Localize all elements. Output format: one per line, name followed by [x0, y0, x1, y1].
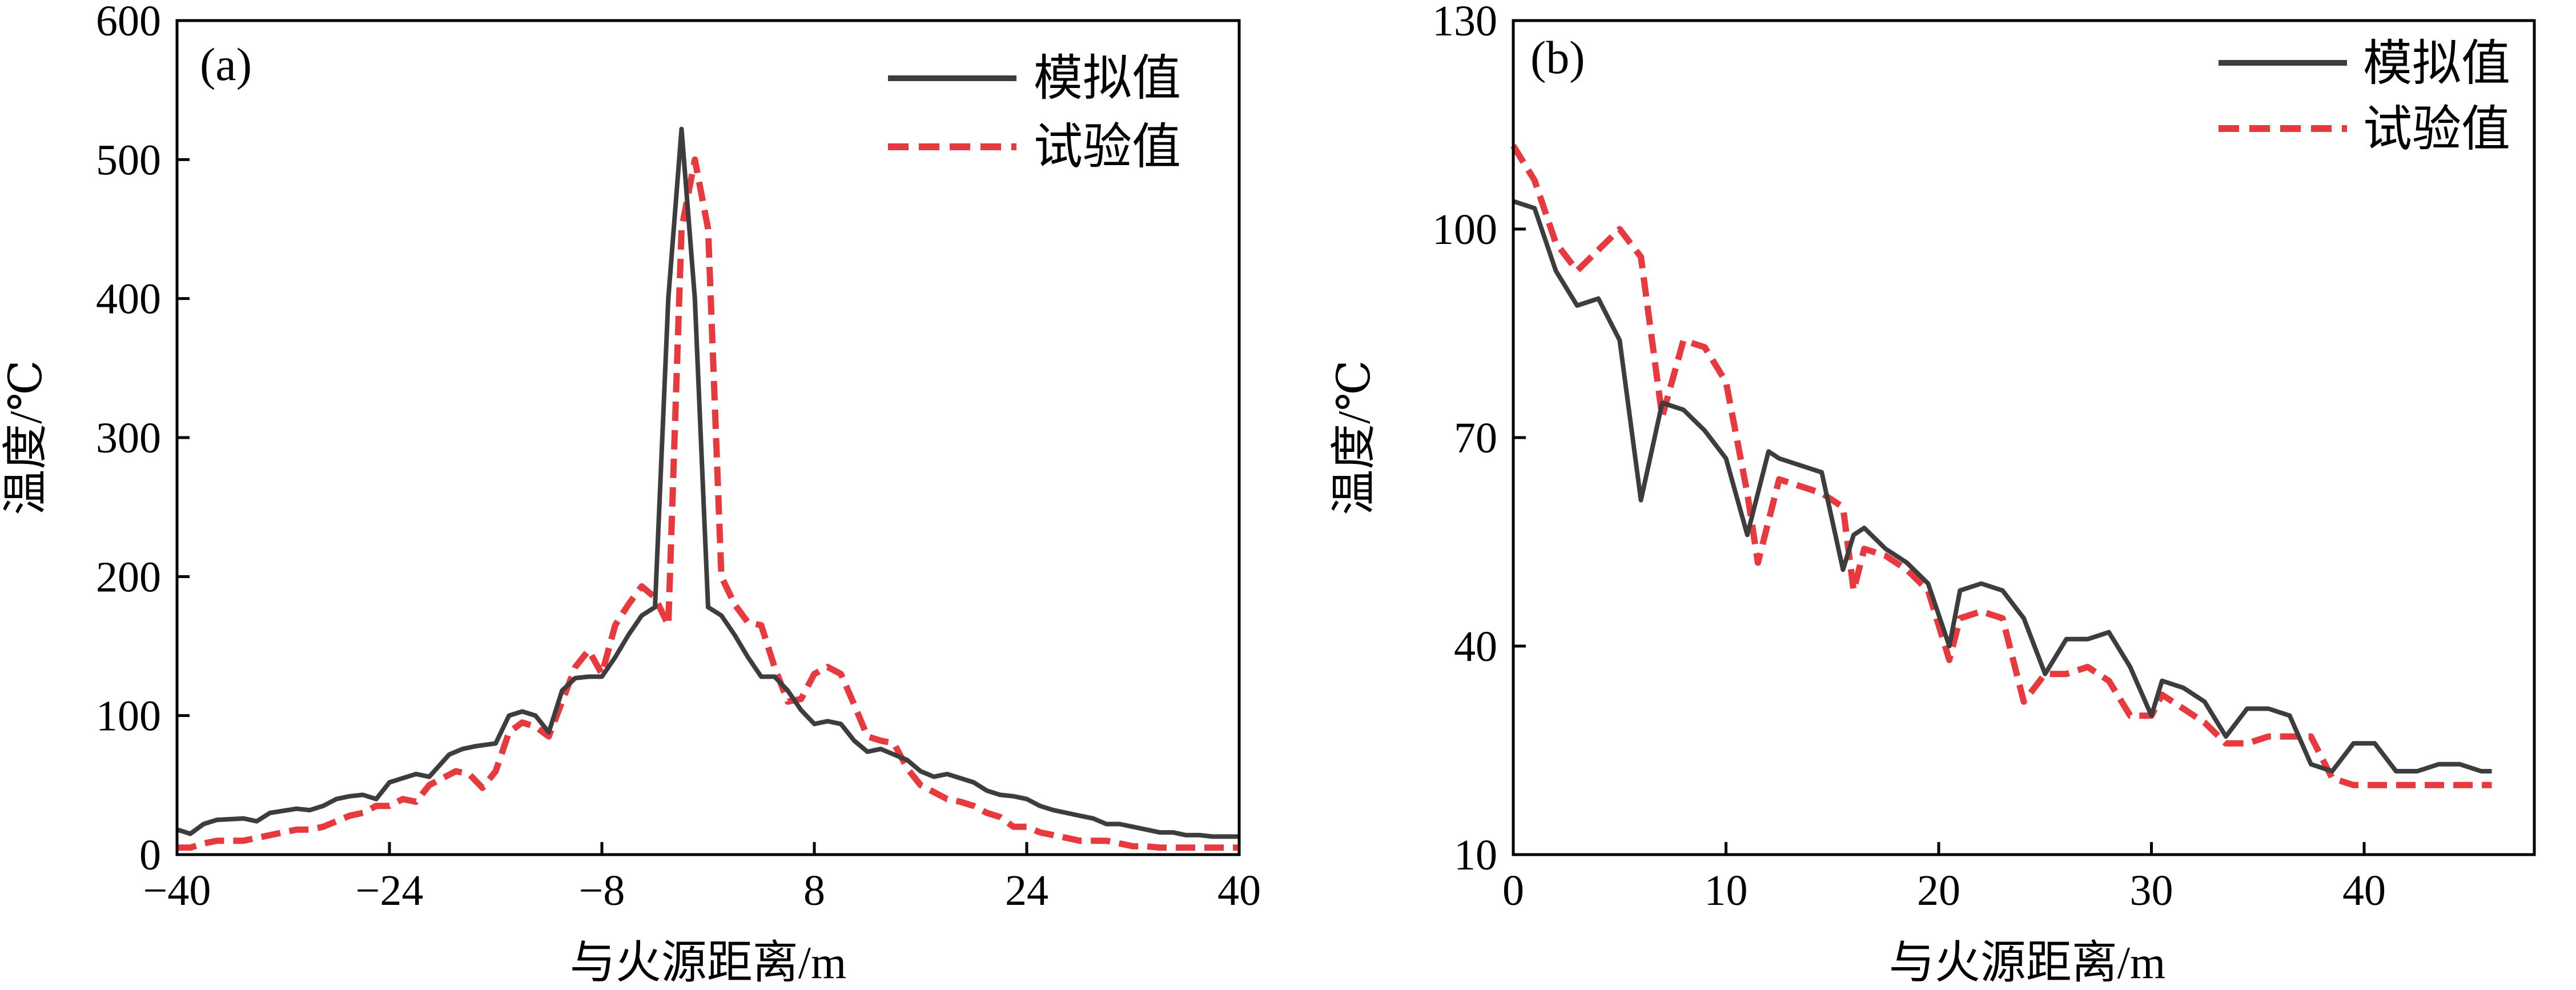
y-tick-label-a-6: 600: [96, 0, 161, 45]
y-tick-label-b-0: 10: [1454, 831, 1497, 879]
legend-b: 模拟值 试验值: [2219, 36, 2510, 157]
x-tick-label-b-2: 20: [1917, 867, 1960, 915]
y-tick-label-a-4: 400: [96, 275, 161, 323]
y-tick-label-a-5: 500: [96, 136, 161, 184]
y-tick-label-a-3: 300: [96, 414, 161, 462]
x-tick-label-a-1: −24: [356, 867, 424, 915]
x-axis-title-b: 与火源距离/m: [1889, 938, 2165, 988]
x-tick-label-a-2: −8: [579, 867, 625, 915]
legend-label-exp-a: 试验值: [1034, 119, 1181, 174]
x-tick-label-a-5: 40: [1217, 867, 1261, 915]
legend-label-sim-a: 模拟值: [1034, 51, 1181, 106]
x-axis-title-a: 与火源距离/m: [570, 938, 846, 988]
series-line-sim-b: [1512, 199, 2492, 773]
x-tick-label-a-0: −40: [143, 867, 211, 915]
legend-label-sim-b: 模拟值: [2363, 36, 2510, 91]
y-tick-label-b-4: 130: [1432, 0, 1497, 45]
x-tick-label-a-3: 8: [803, 867, 825, 915]
panel-label-a: (a): [200, 38, 252, 90]
panel-label-b: (b): [1530, 31, 1585, 83]
panel-a: (a) 与火源距离/m 温度/℃ 模拟值 试验值 −40 −24 −8 8 24 4001…: [1, 0, 1261, 988]
y-tick-label-a-1: 100: [96, 692, 161, 740]
y-tick-label-b-1: 40: [1454, 623, 1497, 671]
series-line-sim-a: [176, 126, 1239, 839]
x-tick-label-a-4: 24: [1005, 867, 1048, 915]
y-tick-label-b-2: 70: [1454, 414, 1497, 462]
y-tick-label-a-0: 0: [139, 831, 161, 879]
series-line-exp-a: [177, 156, 1239, 851]
y-tick-label-b-3: 100: [1432, 206, 1497, 254]
x-tick-label-b-3: 30: [2130, 867, 2173, 915]
legend-label-exp-b: 试验值: [2363, 102, 2510, 157]
y-axis-title-a: 温度/℃: [1, 360, 51, 515]
y-tick-label-a-2: 200: [96, 553, 161, 601]
y-axis-title-b: 温度/℃: [1329, 360, 1380, 515]
panel-b: (b) 与火源距离/m 温度/℃ 模拟值 试验值 0 10 20 30 40104070…: [1329, 0, 2536, 988]
series-line-exp-b: [1510, 144, 2492, 788]
x-tick-label-b-0: 0: [1502, 867, 1524, 915]
x-tick-label-b-1: 10: [1705, 867, 1748, 915]
legend-a: 模拟值 试验值: [888, 51, 1181, 174]
x-tick-label-b-4: 40: [2342, 867, 2386, 915]
